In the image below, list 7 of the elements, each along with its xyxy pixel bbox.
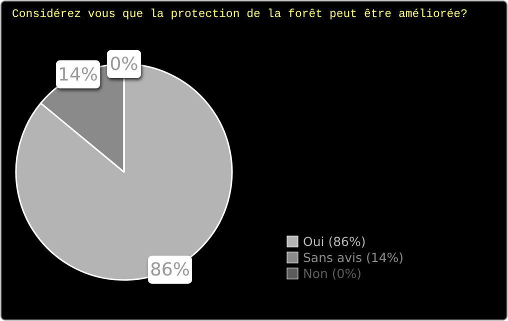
legend-label: Oui (86%) [303,234,366,249]
legend-label: Sans avis (14%) [303,250,404,265]
data-label: 86% [150,260,190,281]
data-label: 14% [58,64,98,86]
text: 0% [110,54,138,75]
legend-label: Non (0%) [303,266,362,281]
chart-title: Considérez vous que la protection de la forêt peut être améliorée? [12,8,468,21]
